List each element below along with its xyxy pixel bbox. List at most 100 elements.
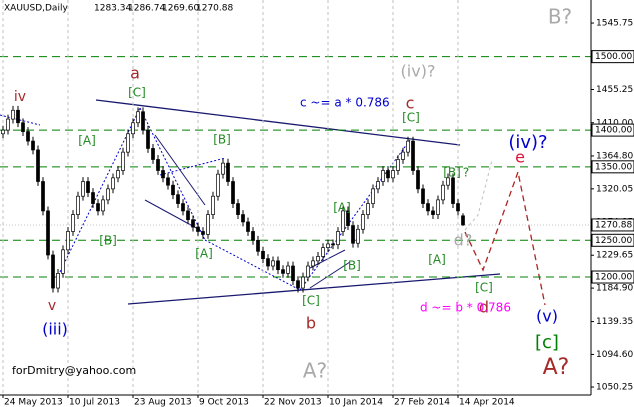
candle-body xyxy=(81,181,85,197)
candle-body xyxy=(76,195,80,215)
candle-body xyxy=(226,162,230,182)
wave-label: [B] xyxy=(343,259,361,273)
last-open: 1283.34 xyxy=(94,4,131,14)
last-low: 1269.60 xyxy=(162,4,199,14)
candle-body xyxy=(41,181,45,212)
candle-body xyxy=(111,177,115,190)
candle-body xyxy=(421,188,425,204)
x-tick-label: 24 May 2013 xyxy=(4,398,63,407)
wave-label: [A] xyxy=(195,247,213,261)
candle-body xyxy=(86,181,90,193)
candle-body xyxy=(146,129,150,149)
y-tick-label: 1455.25 xyxy=(596,85,633,95)
wave-label: a xyxy=(130,64,140,83)
wave-label: (v) xyxy=(536,307,558,326)
candle-body xyxy=(426,203,430,212)
wave-label: B? xyxy=(548,5,572,29)
candle-body xyxy=(431,210,435,215)
wave-label: c ~= a * 0.786 xyxy=(300,96,390,110)
level-label: 1500.00 xyxy=(595,52,632,62)
candle-body xyxy=(6,118,10,131)
candle-body xyxy=(171,184,175,196)
candle-body xyxy=(151,148,155,160)
channel-line xyxy=(144,199,201,231)
candle-body xyxy=(356,228,360,244)
current-price-box xyxy=(591,218,634,232)
candle-body xyxy=(291,265,295,282)
candle-body xyxy=(336,231,340,246)
candle-body xyxy=(331,243,335,246)
candle-body xyxy=(271,260,275,267)
level-label: 1200.00 xyxy=(595,273,632,283)
candle-body xyxy=(231,181,235,204)
level-label-box xyxy=(591,50,634,64)
candle-body xyxy=(216,173,220,197)
candle-body xyxy=(261,250,265,260)
candle-body xyxy=(401,151,405,160)
candle-body xyxy=(391,170,395,179)
candle-body xyxy=(346,210,350,226)
candle-body xyxy=(306,265,310,278)
wave-label: [B] xyxy=(213,133,231,147)
candle-body xyxy=(221,162,225,175)
candle-body xyxy=(436,199,440,215)
candle-body xyxy=(236,203,240,215)
candle-body xyxy=(316,256,320,262)
candle-body xyxy=(21,122,25,132)
candle-body xyxy=(461,215,465,226)
wave-label: (iv)? xyxy=(401,62,436,81)
wave-label: e xyxy=(515,148,525,167)
level-label: 1400.00 xyxy=(595,126,632,136)
wave-label: [C] xyxy=(128,86,146,100)
wave-label: [A] xyxy=(333,201,351,215)
x-tick-label: 9 Oct 2013 xyxy=(199,398,249,407)
alt-forecast-path xyxy=(464,159,493,231)
wave-label: c xyxy=(406,94,415,113)
candle-body xyxy=(121,151,125,171)
level-label-box xyxy=(591,123,634,137)
y-tick-label: 1229.65 xyxy=(596,251,633,261)
candle-body xyxy=(241,214,245,223)
level-label-box xyxy=(591,160,634,174)
wave-label: A? xyxy=(543,355,570,380)
wave-label: forDmitry@yahoo.com xyxy=(12,364,136,377)
candle-body xyxy=(311,260,315,267)
wave-label: (iii) xyxy=(42,320,68,339)
candle-body xyxy=(441,184,445,201)
wave-label: (iv)? xyxy=(508,132,547,153)
candle-body xyxy=(296,280,300,289)
candle-body xyxy=(201,231,205,235)
candle-body xyxy=(116,170,120,179)
last-high: 1286.74 xyxy=(128,4,165,14)
x-tick-label: 10 Jan 2014 xyxy=(329,398,383,407)
y-tick-label: 1320.05 xyxy=(596,184,633,194)
y-tick-label: 1139.35 xyxy=(596,317,633,327)
y-tick-label: 1545.75 xyxy=(596,19,633,29)
wave-label: b xyxy=(306,314,316,333)
channel-line xyxy=(159,157,226,176)
candle-body xyxy=(451,177,455,204)
candle-body xyxy=(166,177,170,186)
candle-body xyxy=(386,170,390,179)
candle-body xyxy=(321,247,325,257)
wave-label: [B] xyxy=(99,234,117,248)
x-tick-label: 14 Apr 2014 xyxy=(459,398,515,407)
candle-body xyxy=(181,203,185,212)
candle-body xyxy=(266,258,270,267)
candle-body xyxy=(246,221,250,232)
wave-label: d ~= b * 0.786 xyxy=(420,301,511,315)
candle-body xyxy=(366,203,370,215)
level-label: 1350.00 xyxy=(595,162,632,172)
candle-body xyxy=(196,226,200,232)
candle-body xyxy=(11,109,15,120)
candle-body xyxy=(26,131,30,142)
candle-body xyxy=(456,203,460,212)
candle-body xyxy=(301,276,305,289)
x-tick-label: 23 Aug 2013 xyxy=(134,398,192,407)
wave-label: [C] xyxy=(402,111,420,125)
y-tick-label: 1184.90 xyxy=(596,284,633,294)
candle-body xyxy=(71,214,75,232)
level-label-box xyxy=(591,270,634,284)
x-tick-label: 22 Nov 2013 xyxy=(264,398,322,407)
